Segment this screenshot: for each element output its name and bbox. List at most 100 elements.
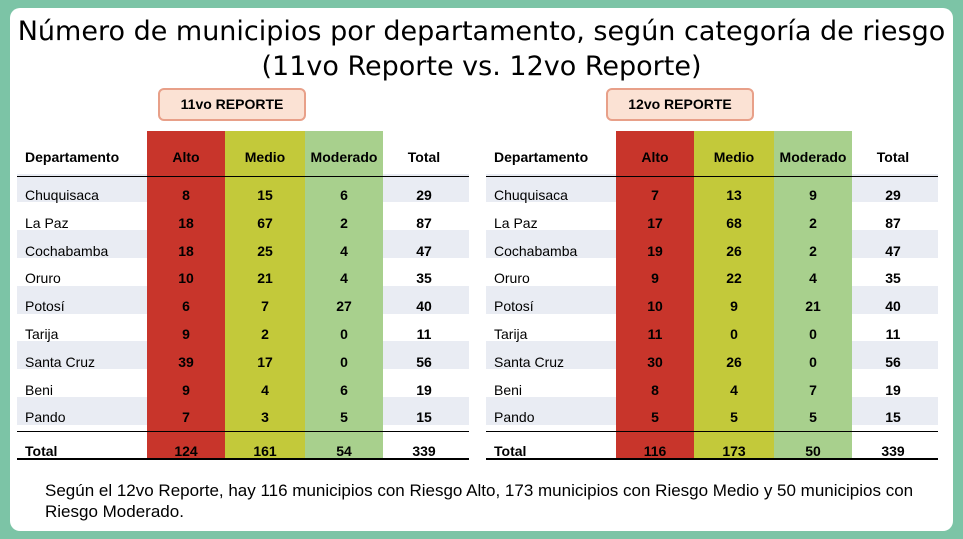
- cell-moderado: 21: [805, 298, 821, 315]
- cell-moderado: 6: [340, 187, 348, 203]
- cell-total: 11: [416, 326, 432, 342]
- summary-text: Según el 12vo Reporte, hay 116 municipio…: [45, 481, 914, 521]
- slide: Número de municipios por departamento, s…: [10, 8, 953, 531]
- cell-dept: Oruro: [494, 270, 530, 287]
- cell-alto: 7: [182, 409, 190, 426]
- cell-moderado: 4: [340, 270, 348, 287]
- cell-dept: Santa Cruz: [494, 353, 565, 370]
- cell-dept: Pando: [25, 409, 66, 426]
- header-divider: [486, 176, 938, 177]
- slide-title: Número de municipios por departamento, s…: [10, 14, 953, 84]
- total-divider: [486, 431, 938, 432]
- total-dept: Total: [25, 443, 58, 459]
- table-row: Santa Cruz 30 26 0 56: [486, 348, 938, 376]
- table-row: Cochabamba 19 26 2 47: [486, 237, 938, 265]
- header-dept: Departamento: [494, 149, 589, 165]
- cell-moderado: 0: [340, 326, 348, 342]
- header-dept: Departamento: [25, 149, 120, 165]
- cell-medio: 21: [257, 270, 273, 287]
- table-row: Tarija 11 0 0 11: [486, 320, 938, 348]
- cell-alto: 10: [647, 298, 663, 315]
- cell-alto: 19: [647, 242, 663, 259]
- table-header-row: Departamento Alto Medio Moderado Total: [17, 143, 469, 171]
- total-total: 339: [412, 443, 436, 459]
- cell-medio: 25: [257, 242, 273, 259]
- header-medio: Medio: [244, 149, 286, 165]
- cell-total: 19: [885, 381, 901, 398]
- table-row: Oruro 10 21 4 35: [17, 264, 469, 292]
- cell-medio: 9: [730, 298, 738, 315]
- cell-alto: 8: [182, 187, 190, 203]
- medio-column-band: [694, 131, 774, 458]
- cell-moderado: 9: [809, 187, 817, 203]
- table-row: Beni 8 4 7 19: [486, 376, 938, 404]
- report-11-table: Departamento Alto Medio Moderado Total Chuqui…: [17, 131, 469, 460]
- header-moderado: Moderado: [779, 149, 847, 165]
- cell-alto: 9: [182, 381, 190, 398]
- cell-moderado: 2: [809, 214, 817, 231]
- cell-dept: Beni: [25, 381, 54, 398]
- moderado-column-band: [305, 131, 383, 458]
- cell-dept: Chuquisaca: [494, 187, 568, 203]
- cell-total: 15: [885, 409, 901, 426]
- cell-total: 87: [416, 214, 432, 231]
- total-moderado: 54: [336, 443, 352, 459]
- header-alto: Alto: [172, 149, 200, 165]
- cell-moderado: 2: [340, 214, 348, 231]
- table-row: La Paz 17 68 2 87: [486, 209, 938, 237]
- title-line-2: (11vo Reporte vs. 12vo Reporte): [261, 51, 702, 82]
- total-row: Total 116 173 50 339: [486, 437, 938, 465]
- header-divider: [17, 176, 469, 177]
- cell-total: 15: [416, 409, 432, 426]
- cell-moderado: 4: [340, 242, 348, 259]
- cell-medio: 68: [726, 214, 742, 231]
- cell-moderado: 27: [336, 298, 352, 315]
- cell-dept: Cochabamba: [25, 242, 109, 259]
- cell-dept: Oruro: [25, 270, 61, 287]
- cell-medio: 2: [261, 326, 269, 342]
- cell-alto: 18: [178, 242, 194, 259]
- title-line-1: Número de municipios por departamento, s…: [17, 16, 946, 47]
- cell-medio: 3: [261, 409, 269, 426]
- total-medio: 161: [253, 443, 277, 459]
- total-dept: Total: [494, 443, 527, 459]
- cell-total: 56: [416, 353, 432, 370]
- total-divider: [17, 431, 469, 432]
- cell-medio: 4: [261, 381, 269, 398]
- cell-moderado: 5: [340, 409, 348, 426]
- cell-moderado: 0: [340, 353, 348, 370]
- moderado-column-band: [774, 131, 852, 458]
- alto-column-band: [147, 131, 225, 458]
- cell-dept: Cochabamba: [494, 242, 578, 259]
- cell-dept: Potosí: [494, 298, 534, 315]
- header-moderado: Moderado: [310, 149, 378, 165]
- header-alto: Alto: [641, 149, 669, 165]
- table-row: Santa Cruz 39 17 0 56: [17, 348, 469, 376]
- total-row: Total 124 161 54 339: [17, 437, 469, 465]
- report-11-label: 11vo REPORTE: [158, 88, 306, 121]
- header-total: Total: [407, 149, 441, 165]
- cell-alto: 30: [647, 353, 663, 370]
- cell-medio: 0: [730, 326, 738, 342]
- table-row: Pando 5 5 5 15: [486, 403, 938, 431]
- total-alto: 116: [643, 443, 667, 459]
- total-total: 339: [881, 443, 905, 459]
- cell-alto: 18: [178, 214, 194, 231]
- cell-dept: Potosí: [25, 298, 65, 315]
- cell-total: 47: [416, 242, 432, 259]
- cell-alto: 9: [182, 326, 190, 342]
- table-row: Potosí 6 7 27 40: [17, 292, 469, 320]
- table-row: Chuquisaca 8 15 6 29: [17, 181, 469, 209]
- cell-alto: 39: [178, 353, 194, 370]
- cell-alto: 8: [651, 381, 659, 398]
- cell-medio: 15: [257, 187, 273, 203]
- total-medio: 173: [722, 443, 746, 459]
- cell-total: 40: [416, 298, 432, 315]
- table-row: Oruro 9 22 4 35: [486, 264, 938, 292]
- cell-dept: Tarija: [494, 326, 528, 342]
- table-row: Cochabamba 18 25 4 47: [17, 237, 469, 265]
- table-header-row: Departamento Alto Medio Moderado Total: [486, 143, 938, 171]
- cell-total: 87: [885, 214, 901, 231]
- medio-column-band: [225, 131, 305, 458]
- header-medio: Medio: [713, 149, 755, 165]
